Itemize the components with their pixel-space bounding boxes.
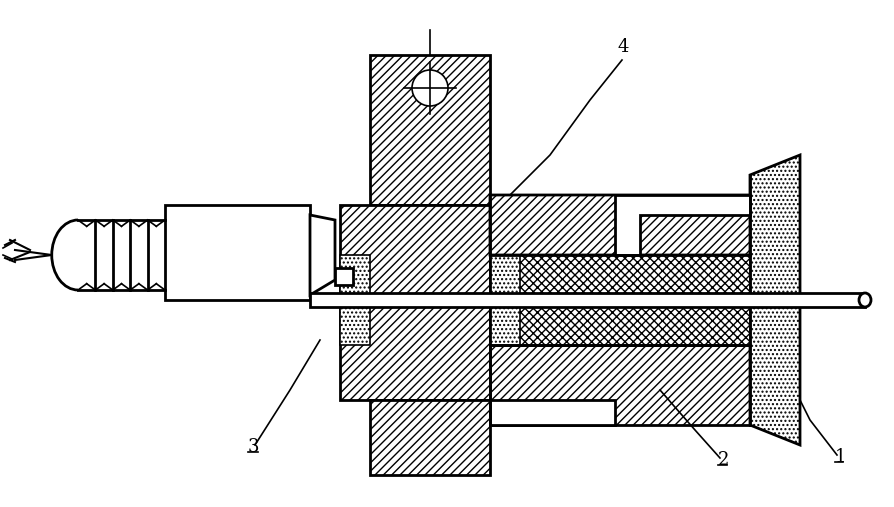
Polygon shape — [352, 260, 365, 290]
Polygon shape — [489, 175, 789, 255]
Circle shape — [411, 70, 448, 106]
Bar — [164, 205, 309, 300]
Polygon shape — [489, 345, 789, 425]
Bar — [334, 268, 352, 285]
Text: 4: 4 — [618, 38, 628, 56]
Ellipse shape — [858, 293, 870, 307]
Text: 1: 1 — [834, 448, 846, 466]
Text: 3: 3 — [248, 438, 259, 456]
Polygon shape — [614, 195, 749, 255]
Polygon shape — [369, 55, 489, 205]
Polygon shape — [489, 300, 519, 345]
Polygon shape — [369, 400, 489, 475]
Polygon shape — [489, 255, 519, 300]
Bar — [309, 293, 864, 307]
Polygon shape — [489, 255, 749, 295]
Polygon shape — [340, 205, 510, 300]
Polygon shape — [340, 300, 510, 400]
Polygon shape — [489, 293, 749, 307]
Polygon shape — [489, 305, 749, 345]
Polygon shape — [340, 300, 369, 345]
Polygon shape — [749, 155, 799, 445]
Polygon shape — [309, 215, 334, 295]
Polygon shape — [489, 400, 614, 425]
Polygon shape — [340, 255, 369, 300]
Text: 2: 2 — [717, 451, 729, 469]
